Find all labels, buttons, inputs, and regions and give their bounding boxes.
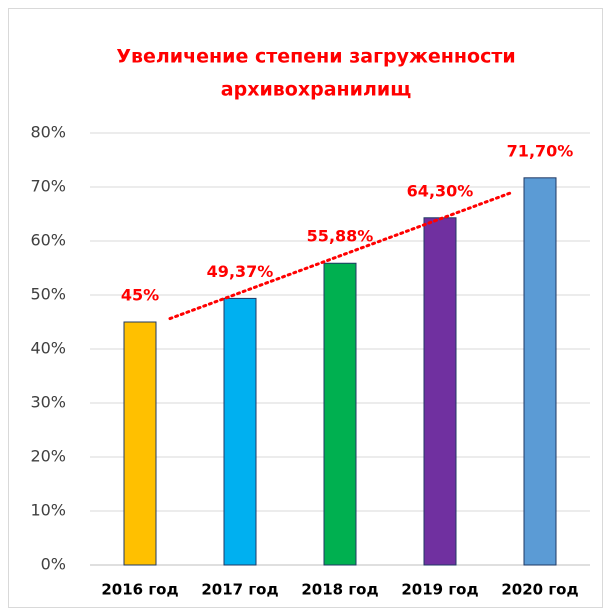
- x-tick-label: 2016 год: [101, 581, 178, 599]
- data-label: 64,30%: [407, 181, 474, 200]
- y-tick-label: 0%: [41, 555, 66, 574]
- bar: [223, 297, 257, 566]
- y-tick-label: 50%: [30, 285, 66, 304]
- y-tick-label: 70%: [30, 177, 66, 196]
- bar: [423, 217, 457, 566]
- y-tick-label: 80%: [30, 123, 66, 142]
- bar: [523, 177, 557, 566]
- chart-border: [8, 8, 603, 608]
- x-tick-label: 2020 год: [501, 581, 578, 599]
- y-tick-label: 60%: [30, 231, 66, 250]
- bar: [123, 321, 157, 566]
- x-tick-label: 2018 год: [301, 581, 378, 599]
- data-label: 55,88%: [307, 227, 374, 246]
- y-tick-label: 10%: [30, 501, 66, 520]
- y-tick-label: 40%: [30, 339, 66, 358]
- data-label: 49,37%: [207, 262, 274, 281]
- data-label: 45%: [121, 286, 159, 305]
- trendline: [168, 190, 514, 321]
- bar: [323, 262, 357, 566]
- chart-title: Увеличение степени загруженности: [116, 46, 515, 68]
- x-tick-label: 2017 год: [201, 581, 278, 599]
- chart-title: архивохранилищ: [221, 79, 411, 101]
- y-tick-label: 30%: [30, 393, 66, 412]
- x-tick-label: 2019 год: [401, 581, 478, 599]
- data-label: 71,70%: [507, 141, 574, 160]
- y-tick-label: 20%: [30, 447, 66, 466]
